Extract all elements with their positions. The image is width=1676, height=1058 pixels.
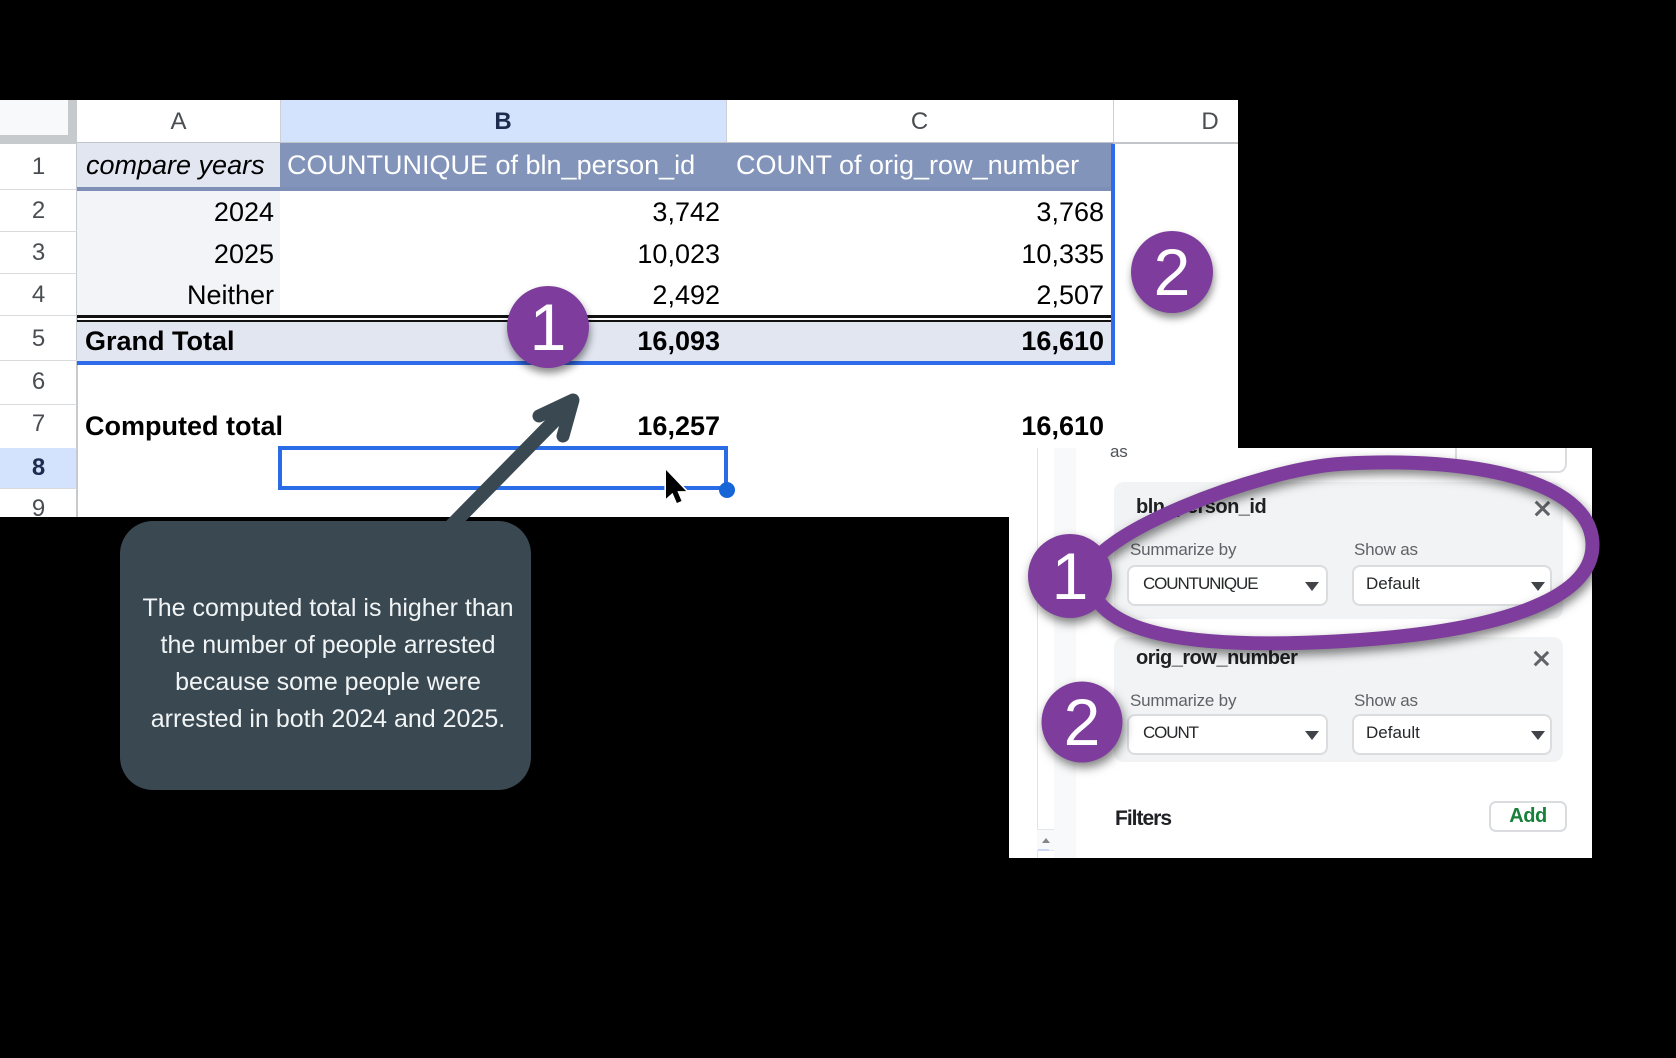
svg-text:1: 1	[530, 290, 567, 364]
svg-text:2: 2	[1154, 235, 1191, 309]
svg-text:1: 1	[1052, 539, 1089, 613]
svg-text:2: 2	[1064, 685, 1101, 759]
